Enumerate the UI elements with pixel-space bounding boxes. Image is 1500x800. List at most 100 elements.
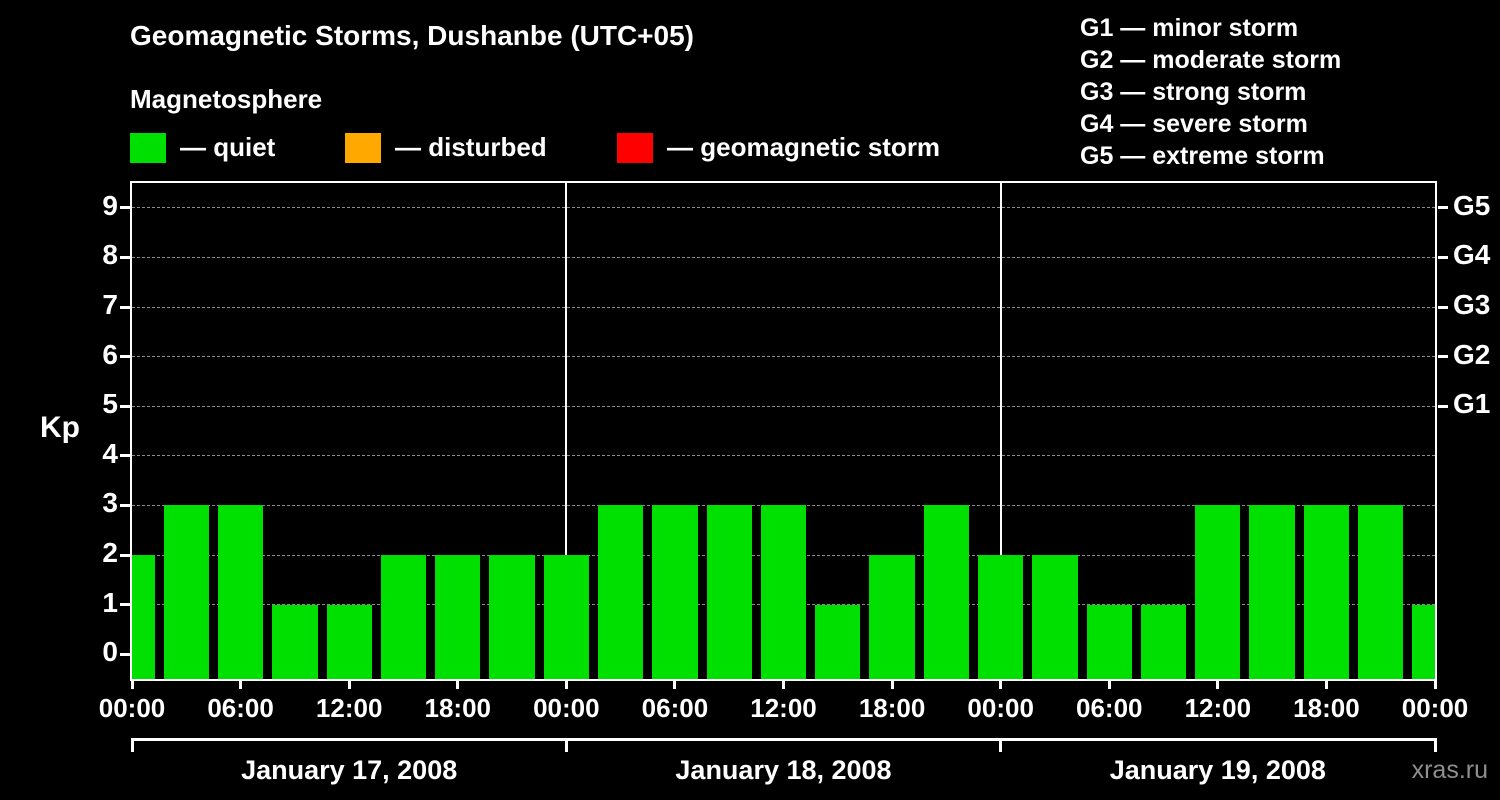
g-tick <box>1438 206 1448 210</box>
g-level-label: G3 <box>1453 289 1491 320</box>
x-tick-label: 18:00 <box>858 693 926 723</box>
kp-bar <box>435 555 481 679</box>
x-tick <box>564 681 568 689</box>
x-tick <box>130 681 134 689</box>
kp-bar <box>1412 604 1435 679</box>
gridline-kp-9 <box>132 207 1435 209</box>
x-tick <box>1107 681 1111 689</box>
kp-bar <box>326 604 372 679</box>
day-label: January 19, 2008 <box>1109 755 1326 785</box>
watermark: xras.ru <box>1411 756 1488 784</box>
y-tick-label: 9 <box>102 189 118 221</box>
g3-legend-line: G3 — strong storm <box>1080 78 1307 106</box>
g-tick <box>1438 305 1448 309</box>
x-tick <box>1216 681 1220 689</box>
x-tick-label: 06:00 <box>1076 693 1143 723</box>
x-tick <box>239 681 243 689</box>
storm-label: — geomagnetic storm <box>667 132 941 162</box>
legend-heading: Magnetosphere <box>130 84 323 114</box>
plot-area <box>132 183 1435 679</box>
y-tick <box>120 355 130 359</box>
legend-item-disturbed: — disturbed <box>345 132 547 163</box>
day-axis-tick <box>999 738 1003 752</box>
y-tick-label: 5 <box>102 388 118 420</box>
g-tick <box>1438 355 1448 359</box>
y-tick-label: 6 <box>102 338 118 370</box>
gridline-kp-5 <box>132 405 1435 407</box>
x-tick-label: 18:00 <box>1293 693 1360 723</box>
day-axis-tick <box>564 738 568 752</box>
quiet-label: — quiet <box>180 132 276 162</box>
kp-bar <box>217 505 264 679</box>
kp-bar <box>1086 604 1132 679</box>
kp-bar <box>543 555 589 679</box>
x-tick-label: 06:00 <box>207 693 274 723</box>
kp-bar <box>1032 555 1078 679</box>
y-tick <box>120 404 130 408</box>
gridline-kp-3 <box>132 504 1435 506</box>
y-tick-label: 0 <box>102 636 118 668</box>
kp-bar <box>1249 505 1295 679</box>
kp-bar <box>1195 505 1241 679</box>
kp-bar <box>1358 505 1404 679</box>
x-tick <box>999 681 1003 689</box>
x-tick-label: 12:00 <box>315 693 383 723</box>
kp-bar <box>815 604 861 679</box>
kp-bar <box>272 604 318 679</box>
legend-item-quiet: — quiet <box>130 132 275 163</box>
chart-title: Geomagnetic Storms, Dushanbe (UTC+05) <box>130 20 695 51</box>
g1-legend-line: G1 — minor storm <box>1080 14 1299 42</box>
y-tick-label: 7 <box>102 289 118 320</box>
kp-bar <box>489 555 535 679</box>
day-divider <box>565 183 568 679</box>
x-tick <box>673 681 677 689</box>
day-axis-tick <box>1433 738 1437 752</box>
x-tick-label: 00:00 <box>1401 693 1469 723</box>
y-tick <box>120 305 130 309</box>
g2-legend-line: G2 — moderate storm <box>1080 46 1342 74</box>
x-tick <box>890 681 894 689</box>
day-label: January 17, 2008 <box>241 755 458 785</box>
y-tick-label: 3 <box>102 487 118 519</box>
disturbed-label: — disturbed <box>395 132 547 162</box>
kp-bar <box>163 505 209 679</box>
kp-bar <box>760 505 807 679</box>
quiet-color-swatch <box>130 132 166 163</box>
y-axis-title: Kp <box>40 411 80 444</box>
y-tick-label: 1 <box>102 586 118 618</box>
kp-bar <box>132 555 155 679</box>
legend-item-storm: — geomagnetic storm <box>617 132 940 163</box>
x-tick-label: 00:00 <box>967 693 1034 723</box>
x-tick <box>1324 681 1328 689</box>
gridline-kp-6 <box>132 356 1435 358</box>
y-tick <box>120 553 130 557</box>
day-label: January 18, 2008 <box>675 755 892 785</box>
g-tick <box>1438 404 1448 408</box>
y-tick <box>120 503 130 507</box>
y-tick <box>120 255 130 259</box>
g-level-label: G5 <box>1453 189 1491 221</box>
day-axis-tick <box>130 738 134 752</box>
day-divider <box>999 183 1002 679</box>
kp-bar <box>1303 505 1350 679</box>
x-tick <box>782 681 785 689</box>
g-scale-legend: G1 — minor storm G2 — moderate storm G3 … <box>1080 12 1341 172</box>
storm-color-swatch <box>617 132 653 163</box>
kp-bar <box>978 555 1024 679</box>
x-tick-label: 06:00 <box>641 693 709 723</box>
kp-bar <box>380 555 427 679</box>
g5-legend-line: G5 — extreme storm <box>1080 142 1325 170</box>
kp-bar <box>1140 604 1187 679</box>
g-tick <box>1438 255 1448 259</box>
x-tick-label: 12:00 <box>750 693 817 723</box>
g-level-label: G2 <box>1453 338 1491 370</box>
g-level-label: G1 <box>1453 388 1491 420</box>
x-tick <box>456 681 460 689</box>
day-axis-line <box>132 738 1435 741</box>
kp-bar <box>652 505 698 679</box>
gridline-kp-7 <box>132 306 1435 308</box>
disturbed-color-swatch <box>345 132 381 163</box>
plot-border <box>130 181 1437 681</box>
g4-legend-line: G4 — severe storm <box>1080 110 1308 138</box>
